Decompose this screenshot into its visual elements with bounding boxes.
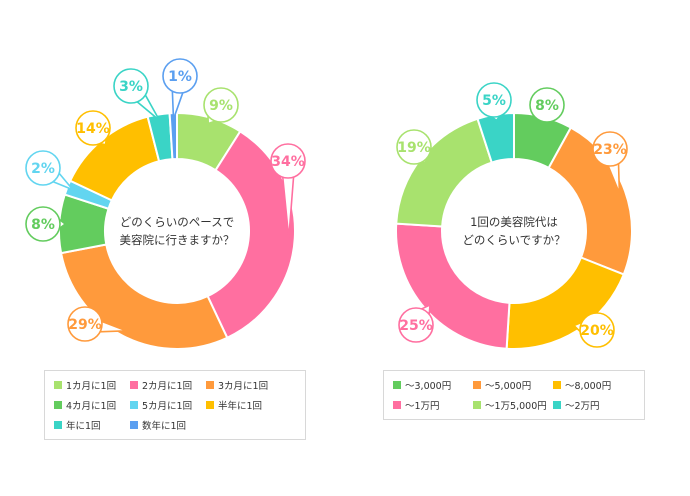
pie-slice-8 <box>168 111 178 161</box>
legend-frequency: 1カ月に1回 2カ月に1回 3カ月に1回 4カ月に1回 5カ月に1回 半年に1回年に1回 数… <box>44 370 306 440</box>
legend-item-5: 5カ月に1回 <box>130 398 192 412</box>
legend-label: 3カ月に1回 <box>218 381 269 392</box>
legend-label: 数年に1回 <box>142 421 187 432</box>
legend-swatch <box>54 401 62 409</box>
callout-bubble-fill-2 <box>272 145 304 177</box>
legend-label: 〜1万5,000円 <box>485 401 547 412</box>
callout-bubble-fill-6 <box>77 112 109 144</box>
callout-bubble-fill-7 <box>115 70 147 102</box>
data-label-4: 25% <box>399 318 433 334</box>
legend-swatch <box>473 401 481 409</box>
data-label-5: 19% <box>397 140 431 156</box>
callout-bubble-fill-3 <box>581 314 613 346</box>
legend-item-7: 年に1回 <box>54 418 101 432</box>
legend-swatch <box>54 421 62 429</box>
pie-slice-3 <box>59 243 229 350</box>
legend-item-1: 1カ月に1回 <box>54 378 116 392</box>
legend-label: 〜8,000円 <box>565 381 612 392</box>
legend-label: 〜1万円 <box>405 401 440 412</box>
data-label-6: 14% <box>76 121 110 137</box>
legend-swatch <box>130 421 138 429</box>
legend-swatch <box>553 381 561 389</box>
legend-label: 1カ月に1回 <box>66 381 117 392</box>
legend-cost: 〜3,000円 〜5,000円 〜8,000円〜1万円 〜1万5,000円 〜2万円 <box>383 370 645 420</box>
callout-bubble-fill-1 <box>205 89 237 121</box>
chart-title-line-1: どのくらいのペースで <box>120 215 234 229</box>
data-label-5: 2% <box>31 161 55 177</box>
data-label-8: 1% <box>168 69 192 85</box>
data-label-1: 8% <box>535 98 559 114</box>
legend-item-4: 〜1万円 <box>393 398 440 412</box>
callout-bubble-fill-1 <box>531 89 563 121</box>
chart-title-line-2: 美容院に行きますか？ <box>120 233 235 247</box>
pie-slice-4 <box>395 222 511 350</box>
legend-swatch <box>54 381 62 389</box>
data-label-3: 29% <box>68 317 102 333</box>
legend-label: 4カ月に1回 <box>66 401 117 412</box>
legend-item-1: 〜3,000円 <box>393 378 451 392</box>
legend-swatch <box>206 381 214 389</box>
legend-item-8: 数年に1回 <box>130 418 186 432</box>
callout-bubble-fill-2 <box>594 133 626 165</box>
legend-swatch <box>130 381 138 389</box>
callout-bubble-fill-5 <box>398 131 430 163</box>
callout-bubble-fill-4 <box>27 208 59 240</box>
legend-item-4: 4カ月に1回 <box>54 398 116 412</box>
callout-bubble-fill-8 <box>164 60 196 92</box>
callout-bubble-fill-3 <box>69 308 101 340</box>
legend-label: 半年に1回 <box>218 401 263 412</box>
data-label-1: 9% <box>209 98 233 114</box>
data-label-4: 8% <box>31 217 55 233</box>
legend-swatch <box>130 401 138 409</box>
callout-bubble-fill-6 <box>478 84 510 116</box>
callout-bubble-fill-4 <box>400 309 432 341</box>
legend-item-3: 3カ月に1回 <box>206 378 268 392</box>
legend-label: 〜3,000円 <box>405 381 452 392</box>
legend-item-6: 半年に1回 <box>206 398 262 412</box>
data-label-2: 23% <box>593 142 627 158</box>
legend-item-6: 〜2万円 <box>553 398 600 412</box>
legend-item-2: 〜5,000円 <box>473 378 531 392</box>
legend-label: 〜5,000円 <box>485 381 532 392</box>
legend-swatch <box>473 381 481 389</box>
data-label-2: 34% <box>271 154 305 170</box>
legend-swatch <box>206 401 214 409</box>
legend-item-3: 〜8,000円 <box>553 378 611 392</box>
chart-title-line-2: どのくらいですか？ <box>462 233 565 247</box>
legend-label: 〜2万円 <box>565 401 600 412</box>
data-label-3: 20% <box>580 323 614 339</box>
chart-title-line-1: 1回の美容院代は <box>470 215 558 229</box>
legend-label: 2カ月に1回 <box>142 381 193 392</box>
data-label-6: 5% <box>482 93 506 109</box>
legend-label: 年に1回 <box>66 421 101 432</box>
legend-item-5: 〜1万5,000円 <box>473 398 547 412</box>
legend-label: 5カ月に1回 <box>142 401 193 412</box>
callout-bubble-fill-5 <box>27 152 59 184</box>
legend-swatch <box>393 401 401 409</box>
legend-swatch <box>393 381 401 389</box>
legend-swatch <box>553 401 561 409</box>
legend-item-2: 2カ月に1回 <box>130 378 192 392</box>
data-label-7: 3% <box>119 79 143 95</box>
